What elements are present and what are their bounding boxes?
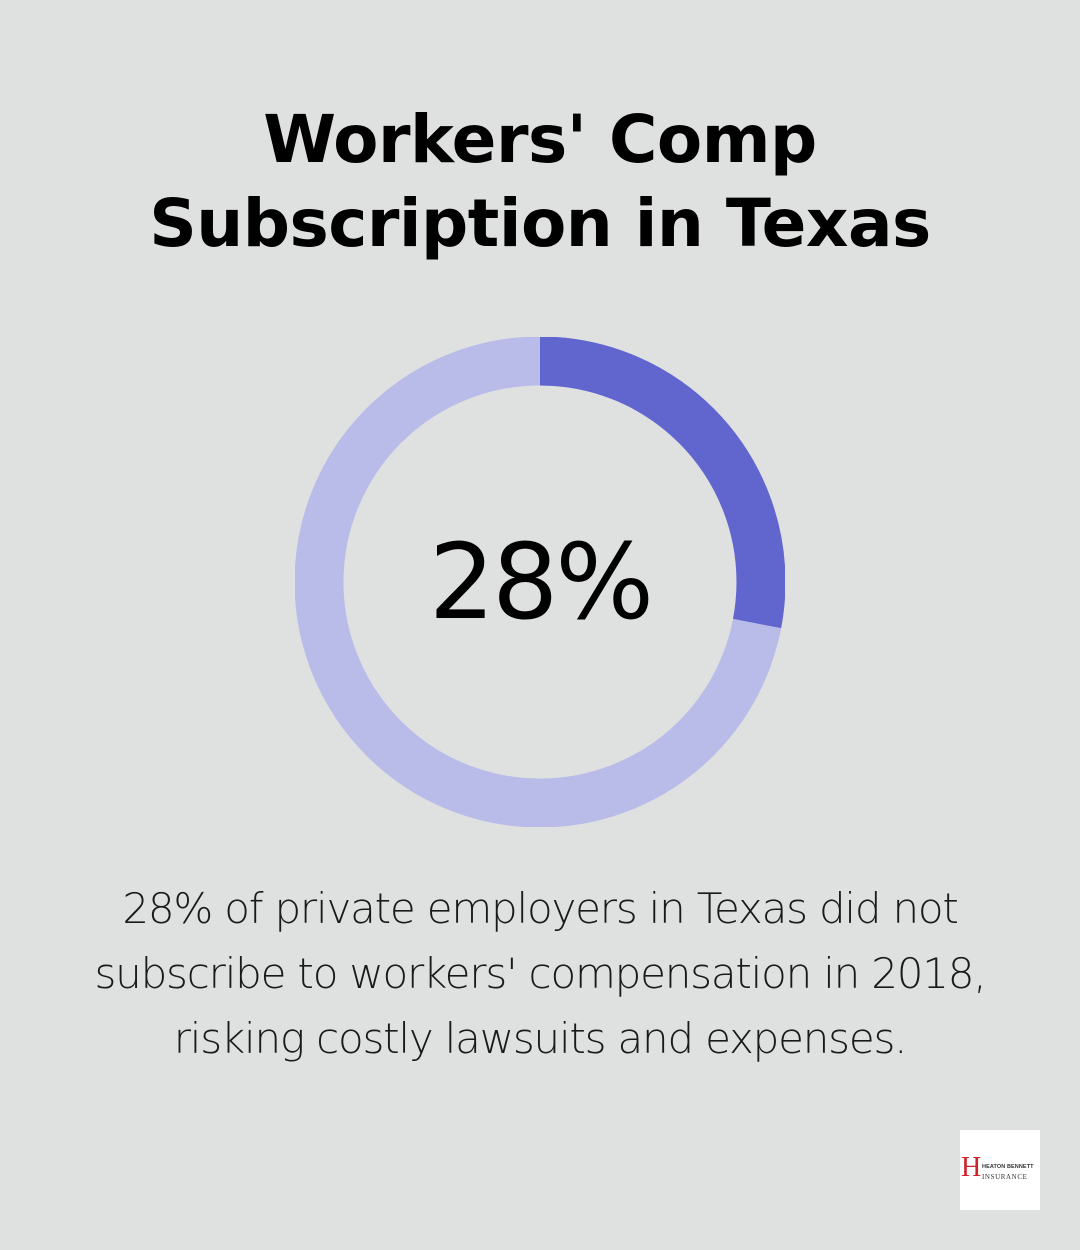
donut-ring	[295, 337, 785, 827]
logo-line-2: INSURANCE	[982, 1173, 1028, 1181]
caption-text: 28% of private employers in Texas did no…	[0, 876, 1080, 1071]
caption-line-1: 28% of private employers in Texas did no…	[122, 884, 959, 933]
infographic-title: Workers' Comp Subscription in Texas	[0, 98, 1080, 266]
caption-line-2: subscribe to workers' compensation in 20…	[94, 949, 987, 998]
donut-center-value: 28%	[428, 521, 654, 643]
heaton-bennett-logo: H HEATON BENNETT INSURANCE	[960, 1130, 1040, 1210]
logo-letter-h: H	[961, 1152, 982, 1183]
title-line-2: Subscription in Texas	[149, 185, 931, 262]
donut-value-segment	[295, 337, 785, 827]
title-line-1: Workers' Comp	[263, 101, 817, 178]
caption-line-3: risking costly lawsuits and expenses.	[173, 1014, 908, 1063]
donut-chart: 28%	[295, 337, 785, 827]
logo-line-1: HEATON BENNETT	[982, 1164, 1034, 1170]
